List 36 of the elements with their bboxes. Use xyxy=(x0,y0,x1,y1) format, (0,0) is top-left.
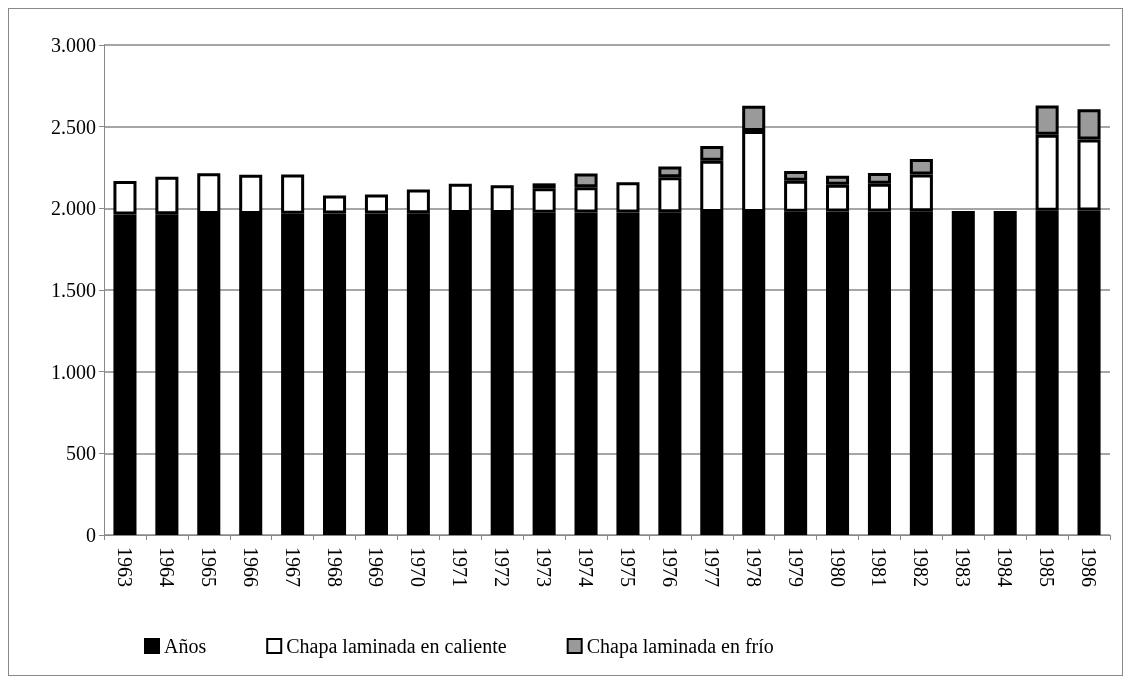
x-tick-label: 1983 xyxy=(952,547,975,587)
x-tick-label: 1966 xyxy=(239,547,262,587)
x-tick-label: 1964 xyxy=(155,547,178,587)
bar xyxy=(993,210,1017,535)
y-tick-label: 1.500 xyxy=(51,279,96,301)
x-tick-label: 1977 xyxy=(700,547,723,587)
y-tick-label: 3.000 xyxy=(51,34,96,56)
x-tick-label: 1963 xyxy=(113,547,136,587)
x-tick-label: 1980 xyxy=(826,547,849,587)
x-tick-label: 1985 xyxy=(1036,547,1059,587)
y-tick-label: 1.000 xyxy=(51,360,96,383)
legend-label: Chapa laminada en frío xyxy=(586,635,774,658)
x-tick-label: 1968 xyxy=(323,547,346,587)
x-tick-label: 1981 xyxy=(868,547,891,587)
bar xyxy=(951,211,975,535)
x-tick-label: 1973 xyxy=(533,547,556,587)
y-tick-label: 2.000 xyxy=(51,197,96,220)
x-tick-label: 1986 xyxy=(1078,547,1101,587)
legend-label: Años xyxy=(164,635,207,657)
x-tick-label: 1971 xyxy=(449,547,472,587)
x-tick-label: 1974 xyxy=(575,547,598,587)
x-tick-label: 1975 xyxy=(616,547,639,587)
x-tick-label: 1978 xyxy=(742,547,765,587)
x-tick-label: 1967 xyxy=(281,547,304,587)
x-tick-label: 1969 xyxy=(365,547,388,587)
x-tick-label: 1965 xyxy=(197,547,220,587)
y-tick-label: 500 xyxy=(66,442,96,465)
legend-label: Chapa laminada en caliente xyxy=(286,635,507,658)
x-tick-label: 1976 xyxy=(658,547,681,587)
x-tick-label: 1972 xyxy=(491,547,514,587)
x-tick-label: 1979 xyxy=(784,547,807,587)
y-tick-label: 0 xyxy=(86,524,96,546)
x-tick-label: 1984 xyxy=(994,547,1017,587)
x-tick-label: 1970 xyxy=(407,547,430,587)
y-tick-label: 2.500 xyxy=(51,115,96,138)
x-tick-label: 1982 xyxy=(910,547,933,587)
